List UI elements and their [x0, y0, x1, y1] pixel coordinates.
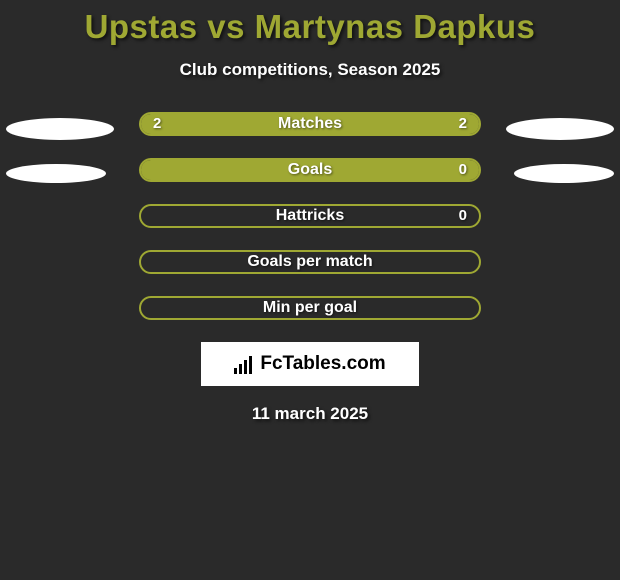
stat-row-matches: 2 Matches 2: [0, 112, 620, 138]
bar-chart-icon: [234, 354, 254, 374]
page-title: Upstas vs Martynas Dapkus: [0, 0, 620, 46]
stat-bar: Hattricks 0: [139, 204, 481, 228]
date-label: 11 march 2025: [0, 404, 620, 424]
stat-bar: Goals 0: [139, 158, 481, 182]
stat-bar: 2 Matches 2: [139, 112, 481, 136]
stat-row-min-per-goal: Min per goal: [0, 296, 620, 322]
bar-label: Hattricks: [141, 206, 479, 226]
stat-bar: Goals per match: [139, 250, 481, 274]
stat-row-goals-per-match: Goals per match: [0, 250, 620, 276]
left-ellipse: [6, 164, 106, 183]
stat-row-hattricks: Hattricks 0: [0, 204, 620, 230]
page-subtitle: Club competitions, Season 2025: [0, 60, 620, 80]
bar-label: Goals: [141, 160, 479, 180]
stats-container: 2 Matches 2 Goals 0 Hattricks 0: [0, 112, 620, 322]
brand-text: FcTables.com: [260, 353, 385, 375]
bar-label: Min per goal: [141, 298, 479, 318]
right-ellipse: [514, 164, 614, 183]
bar-label: Matches: [141, 114, 479, 134]
right-ellipse: [506, 118, 614, 140]
bar-value-right: 0: [459, 206, 467, 226]
stat-bar: Min per goal: [139, 296, 481, 320]
stat-row-goals: Goals 0: [0, 158, 620, 184]
bar-label: Goals per match: [141, 252, 479, 272]
left-ellipse: [6, 118, 114, 140]
bar-value-right: 0: [459, 160, 467, 180]
brand-badge: FcTables.com: [201, 342, 419, 386]
bar-value-right: 2: [459, 114, 467, 134]
